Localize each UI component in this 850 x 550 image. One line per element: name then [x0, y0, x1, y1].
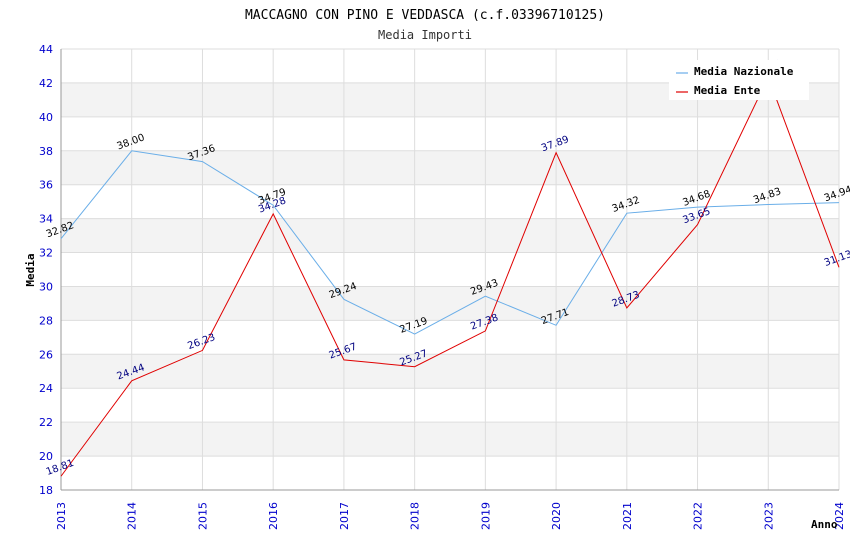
y-tick-label: 38 — [39, 145, 53, 158]
y-tick-label: 44 — [39, 43, 53, 56]
legend-box — [669, 60, 809, 100]
data-label-media-nazionale-2014: 38.00 — [116, 132, 147, 152]
x-tick-label-2023: 2023 — [762, 502, 775, 530]
y-tick-label: 20 — [39, 450, 53, 463]
y-tick-label: 30 — [39, 280, 53, 293]
y-tick-label: 40 — [39, 111, 53, 124]
legend: Media Nazionale Media Ente — [669, 60, 809, 100]
data-label-media-ente-2015: 26.23 — [186, 332, 217, 352]
y-tick-label: 32 — [39, 247, 53, 260]
y-tick-label: 26 — [39, 348, 53, 361]
y-tick-label: 28 — [39, 314, 53, 327]
y-tick-label: 36 — [39, 179, 53, 192]
legend-label-media-nazionale: Media Nazionale — [694, 65, 794, 78]
series-line-media-ente — [60, 75, 840, 477]
chart-title: MACCAGNO CON PINO E VEDDASCA (c.f.033967… — [245, 8, 605, 23]
x-tick-label-2022: 2022 — [692, 502, 705, 530]
y-axis-label: Media — [24, 253, 37, 286]
axes — [60, 49, 839, 491]
grid-band — [61, 150, 839, 185]
grid-lines — [60, 48, 840, 491]
grid-bands — [61, 82, 839, 457]
x-tick-label-2013: 2013 — [55, 502, 68, 530]
x-tick-label-2016: 2016 — [267, 502, 280, 530]
x-tick-label-2021: 2021 — [621, 502, 634, 530]
x-tick-label-2018: 2018 — [409, 502, 422, 530]
x-tick-label-2024: 2024 — [833, 502, 846, 530]
y-tick-labels: 18 20 22 24 26 28 30 32 34 36 38 40 42 44 — [39, 43, 53, 497]
x-tick-label-2020: 2020 — [550, 502, 563, 530]
x-tick-label-2017: 2017 — [338, 502, 351, 530]
chart-subtitle: Media Importi — [378, 28, 472, 42]
y-tick-label: 42 — [39, 77, 53, 90]
x-axis-label: Anno — [811, 518, 838, 531]
series-line-media-nazionale — [60, 150, 840, 335]
grid-band — [61, 422, 839, 457]
y-tick-label: 24 — [39, 382, 53, 395]
data-label-media-nazionale-2023: 34.83 — [752, 186, 783, 206]
x-tick-labels: 2013 2014 2015 2016 2017 2018 2019 2020 2021 2022… — [55, 502, 846, 530]
y-tick-label: 22 — [39, 416, 53, 429]
data-labels: 32.8238.0037.3634.7929.2427.1929.4327.71… — [45, 59, 850, 478]
grid-band — [61, 354, 839, 389]
legend-label-media-ente: Media Ente — [694, 84, 761, 97]
grid-band — [61, 218, 839, 253]
x-tick-label-2015: 2015 — [196, 502, 209, 530]
x-tick-label-2014: 2014 — [126, 502, 139, 530]
x-tick-label-2019: 2019 — [479, 502, 492, 530]
data-label-media-nazionale-2024: 34.94 — [823, 184, 850, 204]
y-tick-label: 18 — [39, 484, 53, 497]
y-tick-label: 34 — [39, 213, 53, 226]
series-lines — [60, 75, 840, 477]
